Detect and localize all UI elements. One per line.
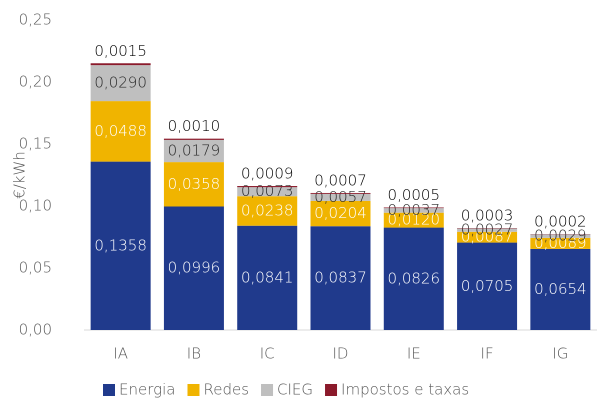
- data-label: 0,0057: [314, 188, 367, 206]
- legend-label: Impostos e taxas: [341, 381, 469, 399]
- data-label: 0,0841: [241, 268, 294, 286]
- y-tick-label: 0,00: [19, 321, 52, 339]
- data-label: 0,0826: [388, 269, 441, 287]
- legend-swatch: [261, 384, 273, 396]
- x-tick-label: IC: [260, 345, 275, 363]
- x-tick-label: IE: [407, 345, 421, 363]
- y-tick-label: 0,10: [19, 197, 52, 215]
- x-tick-label: ID: [333, 345, 349, 363]
- legend-label: Redes: [203, 381, 249, 399]
- data-label: 0,0238: [241, 201, 294, 219]
- data-label: 0,0358: [168, 175, 221, 193]
- data-label: 0,0204: [314, 204, 367, 222]
- data-label: 0,0002: [534, 213, 587, 231]
- data-label: 0,1358: [94, 236, 147, 254]
- data-label: 0,0179: [168, 142, 221, 160]
- bar-segment: [164, 139, 224, 140]
- bar-segment: [237, 186, 297, 187]
- legend-swatch: [187, 384, 199, 396]
- x-tick-label: IG: [552, 345, 568, 363]
- data-label: 0,0003: [461, 207, 514, 225]
- data-label: 0,0488: [94, 122, 147, 140]
- data-label: 0,0654: [534, 280, 587, 298]
- y-tick-label: 0,20: [19, 73, 52, 91]
- y-tick-label: 0,05: [19, 259, 52, 277]
- legend-label: Energia: [119, 381, 175, 399]
- data-label: 0,0007: [314, 171, 367, 189]
- legend-swatch: [325, 384, 337, 396]
- data-label: 0,0015: [94, 42, 147, 60]
- y-tick-label: 0,15: [19, 135, 52, 153]
- bar-segment: [311, 193, 371, 194]
- legend-swatch: [103, 384, 115, 396]
- bar-segment: [91, 63, 151, 65]
- x-tick-label: IF: [481, 345, 494, 363]
- x-tick-label: IB: [187, 345, 201, 363]
- data-label: 0,0996: [168, 259, 221, 277]
- x-tick-label: IA: [113, 345, 128, 363]
- legend-label: CIEG: [277, 381, 313, 399]
- data-label: 0,0837: [314, 269, 367, 287]
- data-label: 0,0010: [168, 117, 221, 135]
- data-label: 0,0290: [94, 74, 147, 92]
- y-tick-label: 0,25: [19, 11, 52, 29]
- data-label: 0,0005: [388, 186, 441, 204]
- data-label: 0,0073: [241, 182, 294, 200]
- data-label: 0,0009: [241, 165, 294, 183]
- y-axis-label: €/kWh: [11, 151, 29, 199]
- bar-segment: [384, 207, 444, 208]
- data-label: 0,0705: [461, 277, 514, 295]
